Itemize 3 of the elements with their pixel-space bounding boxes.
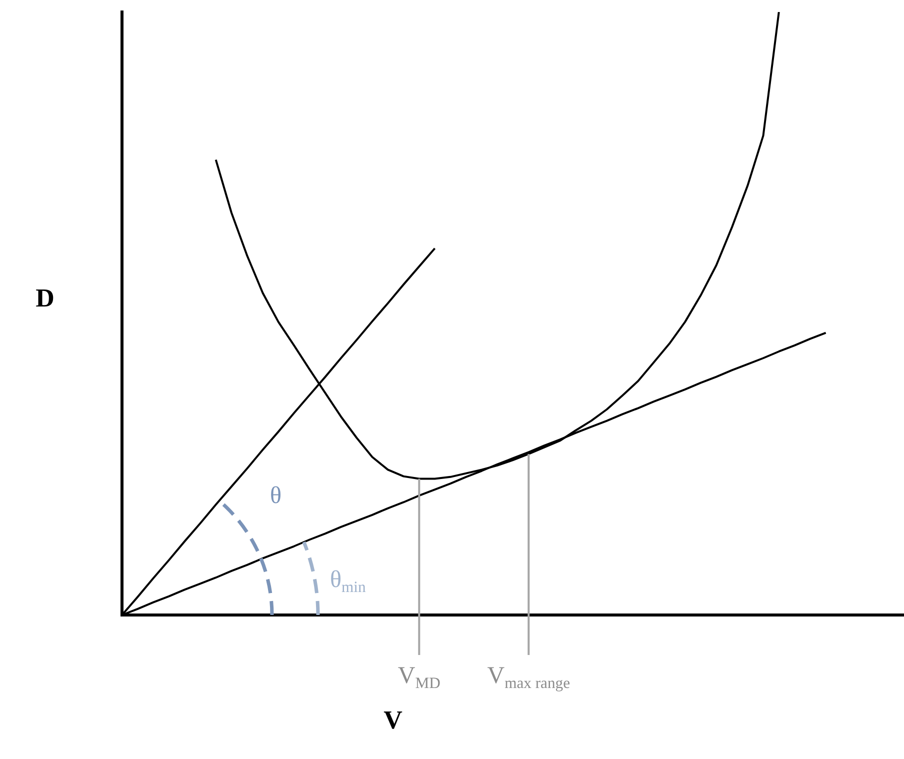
x-axis-title: V [384,706,403,735]
y-axis-title: D [36,284,54,313]
annotation: θ [270,483,282,509]
